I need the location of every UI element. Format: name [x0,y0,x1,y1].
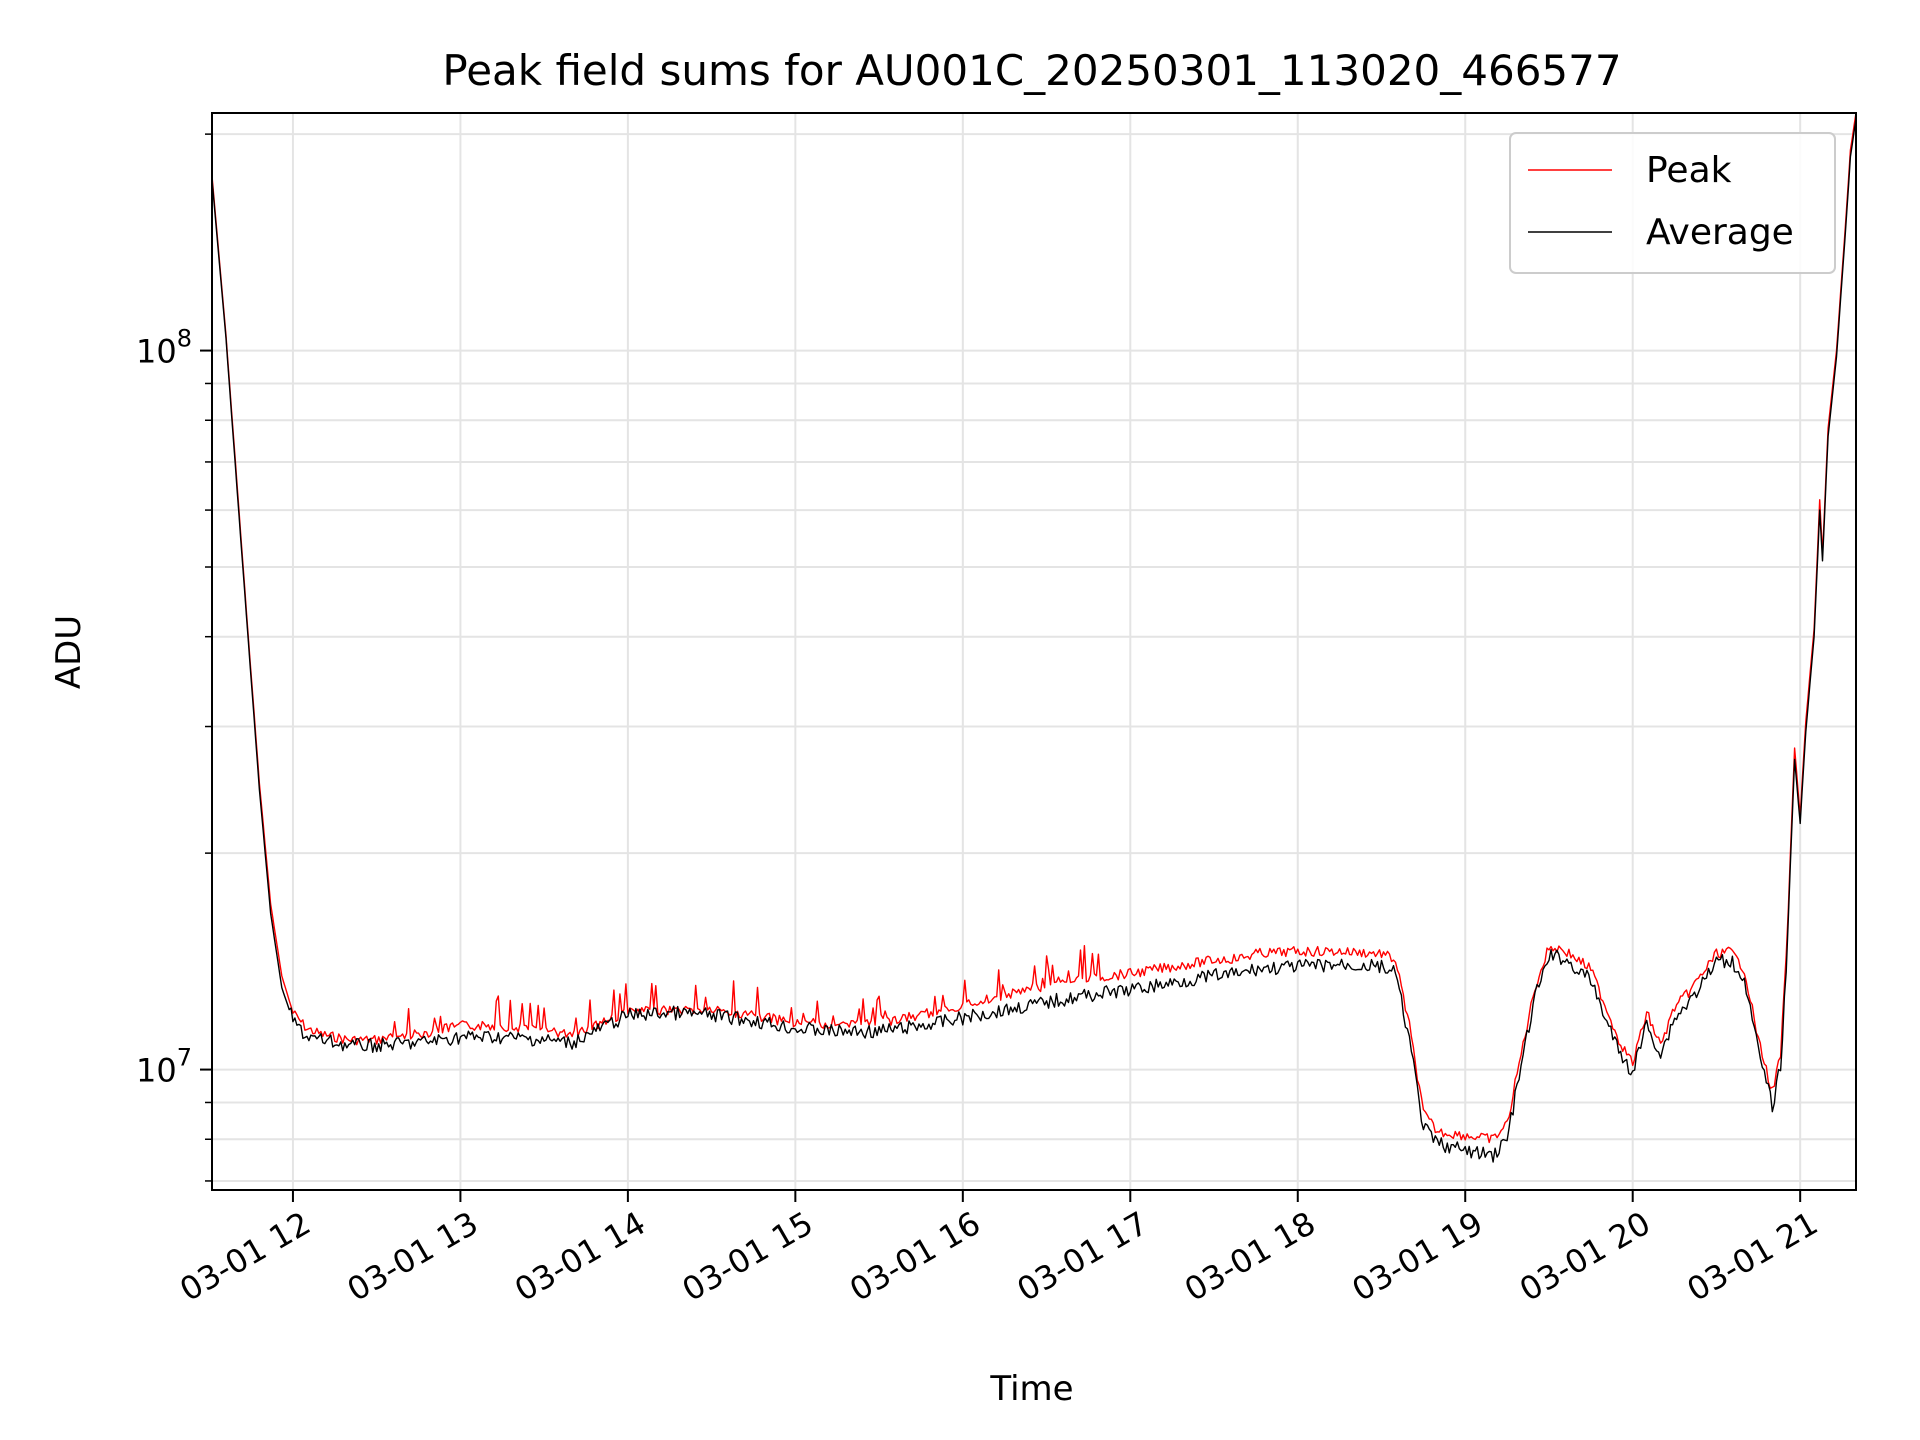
y-tick-label: 107 [136,1044,192,1090]
plot-lines [211,112,1857,1163]
y-tick-exponent: 8 [177,325,192,353]
legend: Peak Average [1509,132,1836,274]
grid [212,113,1856,1190]
series-line-average [211,118,1857,1163]
y-tick-base: 10 [136,333,177,371]
legend-box [1509,132,1836,274]
y-tick-base: 10 [136,1052,177,1090]
legend-label-peak: Peak [1646,150,1732,191]
x-axis-label: Time [989,1369,1073,1409]
series-line-peak [211,112,1857,1144]
y-axis-label: ADU [49,615,89,689]
y-tick-exponent: 7 [177,1044,192,1072]
y-tick-label: 108 [136,325,192,371]
legend-label-average: Average [1646,212,1794,253]
chart-title: Peak field sums for AU001C_20250301_1130… [442,46,1621,95]
plot-frame [211,112,1857,1191]
